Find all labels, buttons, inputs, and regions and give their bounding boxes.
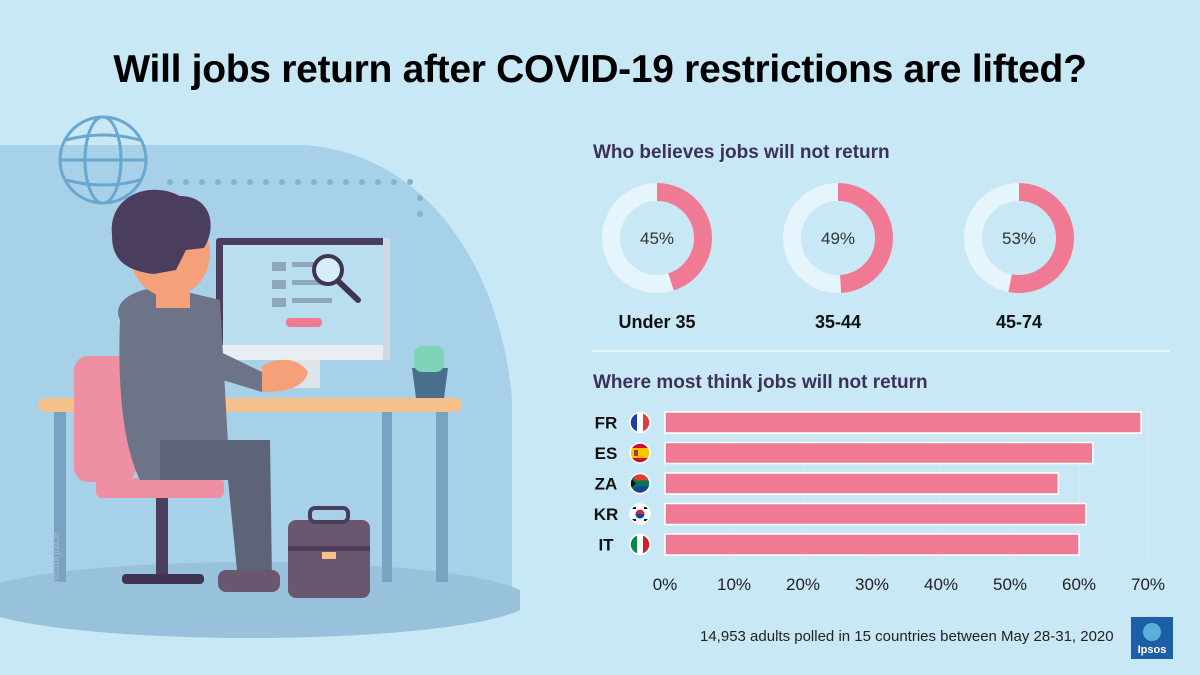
age-label-35-44: 35-44 [814, 312, 862, 332]
flag-it-icon [629, 533, 651, 556]
country-bar-chart: 0% 10% 20% 30% 40% 50% 60% 70% FR ES ZA KR IT [594, 408, 1165, 594]
country-section-heading: Where most think jobs will not return [593, 372, 928, 393]
flag-fr-icon [629, 411, 651, 434]
x-tick-label: 60% [1062, 575, 1096, 594]
age-label-45-74: 45-74 [995, 312, 1043, 332]
globe-icon [58, 115, 148, 205]
age-label-under-35: Under 35 [618, 312, 696, 332]
country-label: ES [595, 444, 618, 463]
watermark: vectorjuice [50, 532, 62, 585]
country-label: FR [595, 414, 618, 433]
country-label: KR [594, 505, 619, 524]
x-tick-label: 40% [924, 575, 958, 594]
magnifier-icon [312, 254, 361, 303]
donut-slice [964, 183, 1074, 293]
flag-kr-icon [629, 503, 651, 525]
country-label: IT [598, 536, 614, 555]
flag-es-icon [629, 442, 651, 464]
bar-kr [664, 502, 1087, 526]
donut-slice [783, 183, 893, 293]
country-label: ZA [595, 475, 618, 494]
bar-es [664, 441, 1094, 465]
svg-text:Ipsos: Ipsos [1138, 644, 1167, 656]
x-tick-label: 20% [786, 575, 820, 594]
donut-value-label: 53% [1002, 229, 1036, 248]
donut-value-label: 49% [821, 229, 855, 248]
flag-za-icon [629, 472, 651, 495]
section-divider [592, 350, 1170, 352]
donut-slice [602, 183, 712, 293]
donut-35-44: 49% [783, 183, 893, 293]
x-tick-label: 10% [717, 575, 751, 594]
office-worker-illustration [0, 115, 520, 638]
footnote: 14,953 adults polled in 15 countries bet… [700, 628, 1114, 645]
donut-45-74: 53% [964, 183, 1074, 293]
x-tick-label: 0% [653, 575, 678, 594]
donut-under-35: 45% [602, 183, 712, 293]
bar-it [664, 533, 1080, 556]
bar-fr [664, 411, 1142, 434]
bar-za [664, 472, 1060, 495]
x-tick-label: 70% [1131, 575, 1165, 594]
donut-value-label: 45% [640, 229, 674, 248]
page-title: Will jobs return after COVID-19 restrict… [113, 48, 1087, 91]
age-section-heading: Who believes jobs will not return [593, 142, 890, 163]
x-tick-label: 30% [855, 575, 889, 594]
ipsos-logo: Ipsos [1131, 617, 1173, 659]
x-tick-label: 50% [993, 575, 1027, 594]
